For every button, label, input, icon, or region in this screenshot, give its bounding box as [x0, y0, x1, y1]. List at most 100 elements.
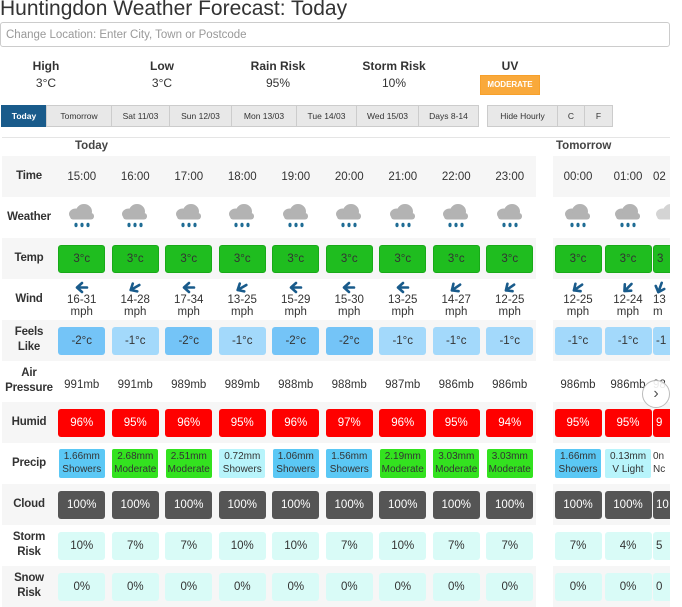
precip-type: Moderate	[167, 464, 210, 475]
hour-cell: 3.03mm Moderate	[483, 449, 537, 478]
option-f[interactable]: F	[584, 105, 613, 127]
hour-cell	[653, 203, 670, 233]
hour-cell: 10%	[216, 531, 270, 560]
time-label: 16:00	[120, 170, 150, 183]
hour-cell: 95%	[430, 408, 484, 437]
rain-cloud-icon	[226, 203, 258, 233]
pressure-value: 986mb	[492, 378, 528, 391]
pressure-value: 986mb	[610, 378, 646, 391]
row-label: Storm Risk	[2, 530, 56, 560]
snow-risk-badge: 0%	[325, 572, 373, 601]
tab-mon-13-03[interactable]: Mon 13/03	[231, 105, 297, 127]
hour-cell: 989mb	[216, 372, 270, 392]
hour-cell: 17-34 mph	[162, 281, 216, 319]
pressure-value: 991mb	[64, 378, 100, 391]
hour-cell: 12-24 mph	[603, 281, 653, 319]
hour-cell: 17:00	[162, 170, 216, 184]
tab-days-8-14[interactable]: Days 8-14	[418, 105, 479, 127]
hour-cell: -1°c	[483, 326, 537, 355]
hour-cell: 23:00	[483, 170, 537, 184]
temp-badge: 3°c	[218, 244, 266, 273]
pressure-value: 991mb	[117, 378, 153, 391]
snow-risk-badge: 0%	[165, 572, 213, 601]
hour-cells: 7% 4% 5	[553, 525, 670, 566]
hour-cell: 100%	[483, 490, 537, 519]
humidity-badge: 96%	[165, 408, 213, 437]
wind-arrow-icon	[396, 281, 410, 294]
wind-speed: 12-24	[613, 293, 643, 306]
hour-cells: 96% 95% 96% 95% 96% 97% 96% 95% 94%	[55, 402, 537, 443]
hour-cells: 3°c 3°c 3°c 3°c 3°c 3°c 3°c 3°c 3°c	[55, 238, 537, 279]
high-value: 3°C	[35, 76, 57, 90]
rain-cloud-icon	[119, 203, 151, 233]
wind-cell: 14-28 mph	[121, 281, 150, 319]
hour-cell: 0n Nc	[653, 449, 670, 478]
feels-like-badge: -2°c	[58, 326, 106, 355]
precip-badge: 1.66mm Showers	[555, 449, 601, 478]
wind-speed: 13	[653, 293, 666, 306]
snow-risk-badge: 0	[653, 572, 670, 601]
hour-cell: 0%	[483, 572, 537, 601]
hour-cells: 1.66mm Showers 2.68mm Moderate 2.51mm Moderat…	[55, 443, 537, 484]
wind-arrow-icon	[653, 281, 667, 294]
hour-cell: -2°c	[323, 326, 377, 355]
feels-like-badge: -2°c	[165, 326, 213, 355]
wind-speed: 16-31	[67, 293, 97, 306]
tab-sun-12-03[interactable]: Sun 12/03	[169, 105, 232, 127]
hour-cell: 97%	[323, 408, 377, 437]
hour-cell	[376, 203, 430, 233]
precip-amount: 3.03mm	[491, 451, 528, 462]
precip-type: Showers	[222, 464, 262, 475]
hour-cell: 0%	[323, 572, 377, 601]
option-c[interactable]: C	[557, 105, 585, 127]
option-hide-hourly[interactable]: Hide Hourly	[487, 105, 558, 127]
hour-cell: 100%	[376, 490, 430, 519]
tab-tue-14-03[interactable]: Tue 14/03	[296, 105, 357, 127]
location-search-input[interactable]	[0, 22, 670, 47]
hour-cells: 12-25 mph 12-24 mph 13 m	[553, 279, 670, 320]
hour-cell: 987mb	[376, 372, 430, 392]
tab-today[interactable]: Today	[1, 105, 47, 127]
wind-unit: mph	[616, 306, 640, 318]
hour-cell: 100%	[162, 490, 216, 519]
precip-amount: 0n	[653, 451, 665, 462]
hour-cell: 14-27 mph	[430, 281, 484, 319]
hour-cell: 986mb	[430, 372, 484, 392]
hour-cell: 96%	[55, 408, 109, 437]
hour-cell: 4%	[603, 531, 653, 560]
rain-cloud-icon	[653, 203, 670, 233]
pressure-value: 989mb	[224, 378, 260, 391]
precip-type: Showers	[62, 464, 102, 475]
rain-cloud-icon	[66, 203, 98, 233]
cloud-badge: 100%	[111, 490, 159, 519]
storm-risk-badge: 7%	[325, 531, 373, 560]
row-bg-tomorrow	[553, 156, 670, 197]
hour-cell: 0.13mm V Light	[603, 449, 653, 478]
wind-cell: 17-34 mph	[174, 281, 203, 319]
hour-cells: 100% 100% 100% 100% 100% 100% 100% 100% 100%	[55, 484, 537, 525]
temp-badge: 3°c	[554, 244, 602, 273]
row-label: Time	[16, 170, 42, 182]
time-label: 15:00	[67, 170, 97, 183]
hour-cell: 3°c	[216, 244, 270, 273]
wind-arrow-icon	[128, 281, 142, 294]
tab-tomorrow[interactable]: Tomorrow	[46, 105, 112, 127]
tab-sat-11-03[interactable]: Sat 11/03	[111, 105, 170, 127]
cloud-badge: 100%	[486, 490, 534, 519]
humidity-badge: 95%	[432, 408, 480, 437]
wind-cell: 15-30 mph	[335, 281, 364, 319]
hourly-forecast-table[interactable]: Time Weather Temp Wind Feels Like Air Pressure H…	[2, 137, 670, 607]
hour-cell: 0%	[430, 572, 484, 601]
hour-cell: 02	[653, 170, 670, 184]
tab-wed-15-03[interactable]: Wed 15/03	[356, 105, 419, 127]
precip-amount: 1.66mm	[559, 451, 597, 462]
pressure-value: 989mb	[171, 378, 207, 391]
hour-cell: 100%	[603, 490, 653, 519]
snow-risk-badge: 0%	[486, 572, 534, 601]
hour-cell	[603, 203, 653, 233]
summary-low: Low 3°C	[117, 59, 207, 90]
precip-amount: 0.72mm	[224, 451, 261, 462]
wind-unit: mph	[445, 306, 468, 318]
rain-cloud-icon	[612, 203, 644, 233]
scroll-right-button[interactable]: ›	[642, 380, 670, 408]
